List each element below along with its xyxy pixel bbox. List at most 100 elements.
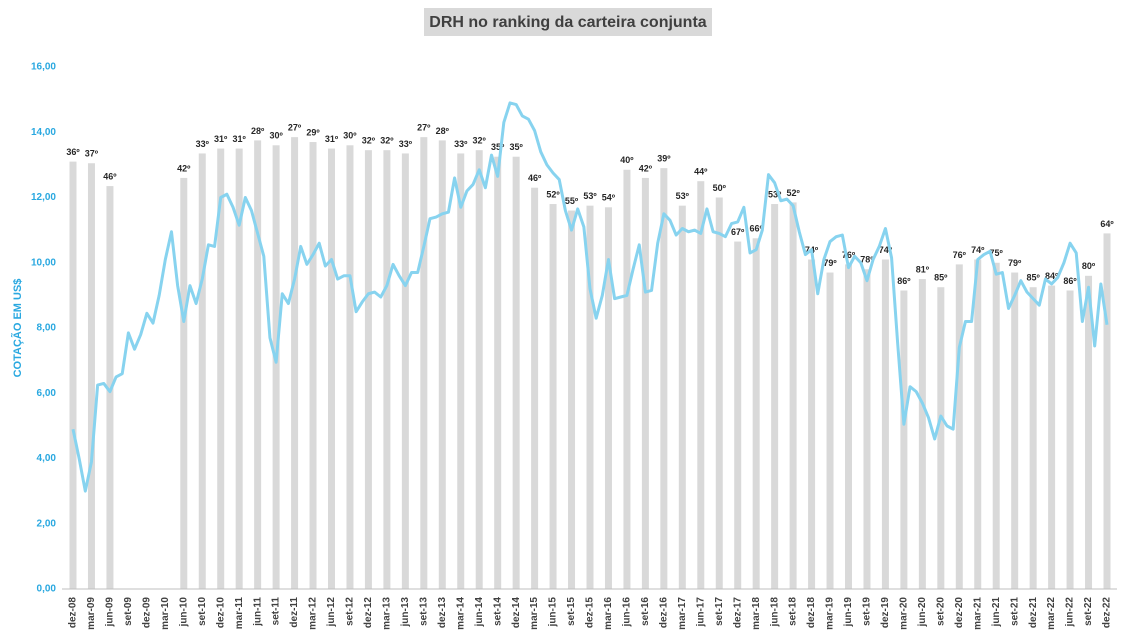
title-box — [424, 8, 712, 36]
bar-label: 44º — [694, 167, 708, 177]
bar — [217, 148, 225, 589]
x-tick-label: set-09 — [123, 597, 134, 626]
bar-label: 30º — [343, 131, 357, 141]
x-tick-label: dez-20 — [954, 597, 965, 629]
x-tick-label: dez-19 — [880, 597, 891, 629]
bar — [568, 210, 576, 590]
bar — [826, 272, 834, 589]
x-tick-label: jun-09 — [105, 597, 116, 628]
y-tick-label: 2,00 — [37, 518, 57, 529]
x-tick-label: jun-11 — [252, 597, 263, 627]
bar-label: 27º — [288, 123, 302, 133]
bar — [512, 156, 520, 589]
bar-label: 27º — [417, 123, 431, 133]
bar — [420, 137, 428, 590]
bar — [623, 169, 631, 590]
x-tick-label: set-11 — [271, 597, 282, 626]
bar — [678, 205, 686, 589]
x-tick-label: jun-20 — [917, 597, 928, 628]
bar-label: 79º — [823, 258, 837, 268]
bar-label: 86º — [897, 276, 911, 286]
x-tick-label: set-13 — [418, 597, 429, 626]
bar — [715, 197, 723, 589]
bar — [937, 287, 945, 589]
bar — [364, 150, 372, 589]
bar — [346, 145, 354, 590]
x-tick-label: jun-13 — [400, 597, 411, 628]
x-tick-label: dez-15 — [585, 597, 596, 629]
x-tick-label: jun-22 — [1065, 597, 1076, 628]
bar-label: 32º — [473, 136, 487, 146]
bar — [106, 186, 114, 590]
bar — [1085, 275, 1093, 589]
bar-label: 67º — [731, 227, 745, 237]
x-tick-label: set-16 — [640, 597, 651, 626]
bar-label: 81º — [916, 264, 930, 274]
bar — [1103, 233, 1111, 589]
bar-label: 35º — [509, 142, 523, 152]
x-tick-label: set-12 — [345, 597, 356, 626]
bar — [1011, 272, 1019, 589]
bar-label: 46º — [528, 173, 542, 183]
x-tick-label: set-17 — [714, 597, 725, 626]
x-tick-label: mar-15 — [529, 597, 540, 630]
bar-label: 74º — [971, 245, 985, 255]
bar — [291, 137, 299, 590]
bar — [69, 161, 77, 590]
bar — [752, 238, 760, 589]
y-tick-label: 6,00 — [37, 388, 57, 399]
bar-label: 36º — [66, 147, 80, 157]
bar — [808, 259, 816, 589]
bar — [235, 148, 243, 589]
bar-label: 54º — [602, 193, 616, 203]
chart-title: DRH no ranking da carteira conjunta — [429, 14, 706, 31]
x-tick-label: mar-14 — [455, 597, 466, 630]
bar-label: 37º — [85, 149, 99, 159]
x-tick-label: dez-10 — [215, 597, 226, 629]
x-tick-label: dez-22 — [1102, 597, 1113, 629]
bar — [198, 153, 206, 590]
x-tick-label: mar-10 — [160, 597, 171, 630]
x-tick-label: mar-19 — [825, 597, 836, 630]
x-tick-label: set-14 — [492, 597, 503, 626]
bar-label: 50º — [713, 183, 727, 193]
x-tick-label: dez-17 — [732, 597, 743, 629]
y-tick-label: 4,00 — [37, 453, 57, 464]
x-tick-label: mar-22 — [1046, 597, 1057, 630]
x-tick-label: jun-19 — [843, 597, 854, 628]
x-tick-label: set-20 — [935, 597, 946, 626]
x-tick-label: jun-10 — [178, 597, 189, 628]
bar — [1029, 287, 1037, 589]
bar — [604, 207, 612, 589]
x-tick-label: mar-18 — [751, 597, 762, 630]
bar-label: 32º — [362, 136, 376, 146]
bar-label: 28º — [436, 126, 450, 136]
bar — [457, 153, 465, 590]
y-tick-label: 8,00 — [37, 323, 57, 334]
x-tick-label: set-10 — [197, 597, 208, 626]
x-tick-label: jun-21 — [991, 597, 1002, 628]
x-tick-label: jun-14 — [474, 597, 485, 628]
bar — [881, 259, 889, 589]
x-tick-label: dez-18 — [806, 597, 817, 629]
bar-label: 80º — [1082, 261, 1096, 271]
bar-label: 53º — [768, 189, 782, 199]
bar — [863, 269, 871, 589]
bar — [660, 168, 668, 589]
bar — [992, 262, 1000, 589]
y-axis-label: COTAÇÃO EM US$ — [11, 279, 24, 378]
x-tick-label: mar-17 — [677, 597, 688, 630]
y-tick-label: 16,00 — [31, 62, 56, 73]
bar-label: 42º — [177, 163, 191, 173]
x-tick-label: mar-16 — [603, 597, 614, 630]
bar — [272, 145, 280, 590]
bar-label: 76º — [953, 250, 967, 260]
bar-label: 52º — [786, 188, 800, 198]
y-tick-label: 12,00 — [31, 192, 56, 203]
x-tick-label: dez-21 — [1028, 597, 1039, 629]
bar-label: 30º — [269, 131, 283, 141]
bar — [494, 156, 502, 589]
x-tick-label: mar-09 — [86, 597, 97, 630]
bar-label: 52º — [546, 189, 560, 199]
